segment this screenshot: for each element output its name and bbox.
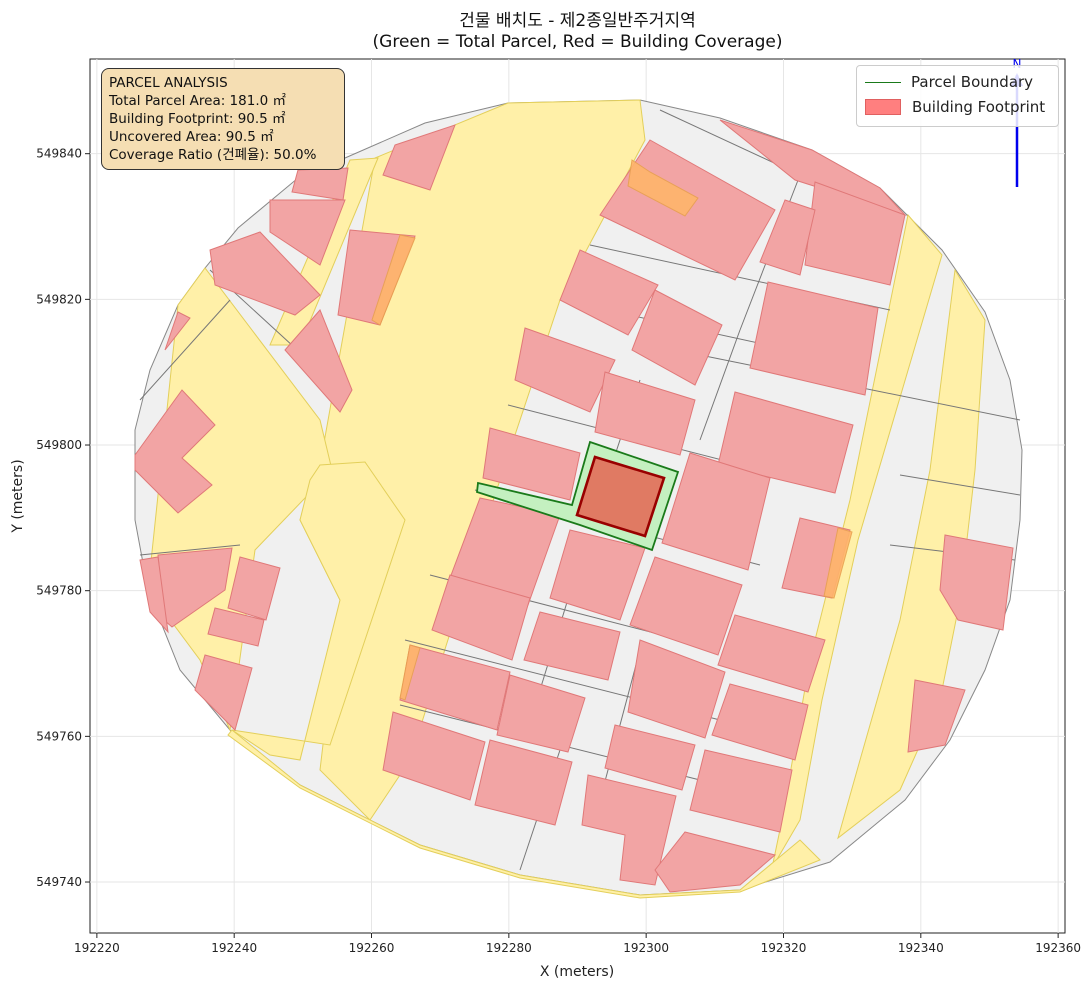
chart-title: 건물 배치도 - 제2종일반주거지역 (459, 11, 696, 31)
info-heading: PARCEL ANALYSIS (109, 75, 228, 91)
building (164, 311, 191, 351)
x-tick-label: 192340 (898, 941, 944, 955)
building (907, 679, 966, 753)
legend-line-swatch (865, 81, 901, 83)
building (496, 674, 586, 753)
legend: Parcel Boundary Building Footprint (856, 65, 1059, 127)
road-south (227, 729, 821, 899)
building (749, 281, 879, 396)
building (581, 774, 677, 886)
y-tick-label: 549800 (36, 438, 82, 452)
building (627, 639, 726, 739)
building (139, 556, 169, 634)
x-tick-label: 192280 (486, 941, 532, 955)
building (134, 389, 216, 514)
building (431, 574, 531, 661)
chart-subtitle: (Green = Total Parcel, Red = Building Co… (372, 32, 783, 52)
y-tick-label: 549820 (36, 292, 82, 306)
north-arrow-label: N (1013, 57, 1022, 71)
building (717, 614, 826, 693)
road-east-2 (837, 268, 986, 840)
building-overlap (399, 644, 421, 701)
legend-building-label: Building Footprint (912, 98, 1046, 116)
building (661, 452, 771, 571)
building-overlap (823, 527, 853, 599)
info-footprint: Building Footprint: 90.5 ㎡ (109, 111, 286, 127)
building (382, 711, 486, 801)
building (227, 556, 281, 621)
building-overlap (627, 159, 699, 217)
building (559, 249, 659, 336)
y-tick-label: 549760 (36, 729, 82, 743)
target-parcel (476, 440, 680, 552)
legend-parcel-label: Parcel Boundary (911, 73, 1034, 91)
building (689, 749, 793, 833)
x-axis-label: X (meters) (540, 964, 614, 980)
legend-item-parcel: Parcel Boundary (865, 72, 1033, 92)
building (629, 556, 743, 656)
y-tick-label: 549740 (36, 875, 82, 889)
building (382, 124, 456, 191)
legend-patch-swatch (865, 99, 901, 115)
building (209, 231, 321, 316)
building (717, 391, 854, 494)
road-south-fill (231, 461, 406, 761)
x-axis: 192220 192240 192260 192280 192300 192320 1923… (74, 933, 1081, 955)
y-tick-label: 549780 (36, 584, 82, 598)
buildings (134, 119, 1014, 893)
y-axis: 549740 549760 549780 549800 549820 549840 (36, 147, 90, 889)
info-uncovered: Uncovered Area: 90.5 ㎡ (109, 129, 274, 145)
building (631, 289, 723, 386)
building (719, 119, 907, 217)
building (939, 534, 1014, 631)
info-coverage-ratio: Coverage Ratio (건폐율): 50.0% (109, 147, 317, 163)
building (759, 199, 816, 276)
building-overlap (371, 234, 416, 326)
building (284, 309, 353, 413)
building (604, 724, 696, 791)
building-overlaps (371, 159, 853, 701)
legend-item-building: Building Footprint (865, 97, 1045, 117)
building (549, 529, 646, 621)
x-tick-label: 192260 (349, 941, 395, 955)
building (482, 427, 581, 501)
building (474, 739, 573, 826)
parcel-analysis-box: PARCEL ANALYSIS Total Parcel Area: 181.0… (101, 68, 345, 170)
building (594, 371, 696, 456)
y-axis-label: Y (meters) (10, 459, 26, 533)
building (194, 654, 253, 731)
x-tick-label: 192220 (74, 941, 120, 955)
y-tick-label: 549840 (36, 147, 82, 161)
x-tick-label: 192360 (1035, 941, 1081, 955)
building (514, 327, 616, 413)
building (711, 683, 809, 761)
building (207, 607, 265, 647)
building (523, 611, 621, 681)
building-footprint-highlight (575, 455, 666, 538)
building (269, 199, 346, 266)
x-tick-label: 192300 (623, 941, 669, 955)
x-tick-label: 192240 (211, 941, 257, 955)
building (654, 831, 777, 893)
info-total-area: Total Parcel Area: 181.0 ㎡ (109, 93, 286, 109)
x-tick-label: 192320 (761, 941, 807, 955)
